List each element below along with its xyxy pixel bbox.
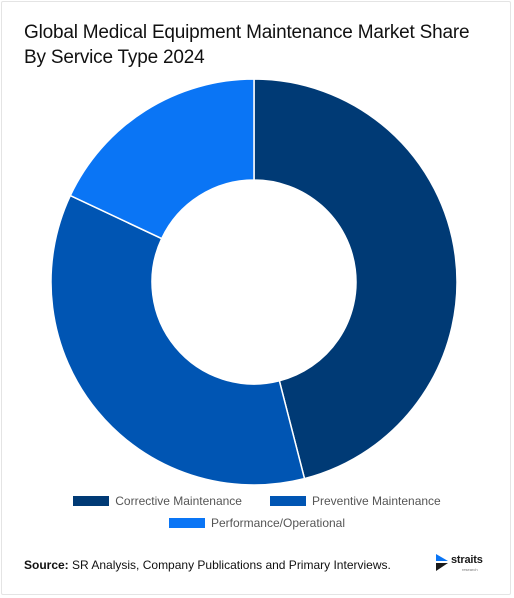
source-label: Source:: [24, 558, 69, 572]
legend-label-corrective: Corrective Maintenance: [115, 494, 242, 508]
legend-item-corrective[interactable]: Corrective Maintenance: [73, 494, 242, 508]
source-text: SR Analysis, Company Publications and Pr…: [72, 558, 391, 572]
legend-swatch-preventive: [269, 496, 306, 506]
straits-logo: straits research: [434, 552, 494, 576]
legend: Corrective Maintenance Preventive Mainte…: [0, 494, 514, 538]
donut-slice-performance[interactable]: [69, 78, 255, 240]
donut-slice-preventive[interactable]: [50, 194, 306, 486]
legend-row-1: Corrective Maintenance Preventive Mainte…: [0, 494, 514, 508]
donut-chart: [50, 78, 458, 486]
legend-row-2: Performance/Operational: [0, 516, 514, 530]
donut-slice-corrective[interactable]: [253, 78, 458, 480]
legend-label-performance: Performance/Operational: [210, 516, 346, 530]
straits-logo-icon: [436, 554, 448, 571]
logo-tagline: research: [462, 567, 478, 572]
chart-title: Global Medical Equipment Maintenance Mar…: [24, 22, 470, 68]
legend-swatch-performance: [168, 518, 205, 528]
logo-wordmark: straits: [451, 554, 483, 566]
source-note: Source: SR Analysis, Company Publication…: [24, 558, 391, 572]
legend-swatch-corrective: [73, 496, 110, 506]
legend-label-preventive: Preventive Maintenance: [311, 494, 441, 508]
legend-item-preventive[interactable]: Preventive Maintenance: [269, 494, 441, 508]
legend-item-performance[interactable]: Performance/Operational: [168, 516, 346, 530]
